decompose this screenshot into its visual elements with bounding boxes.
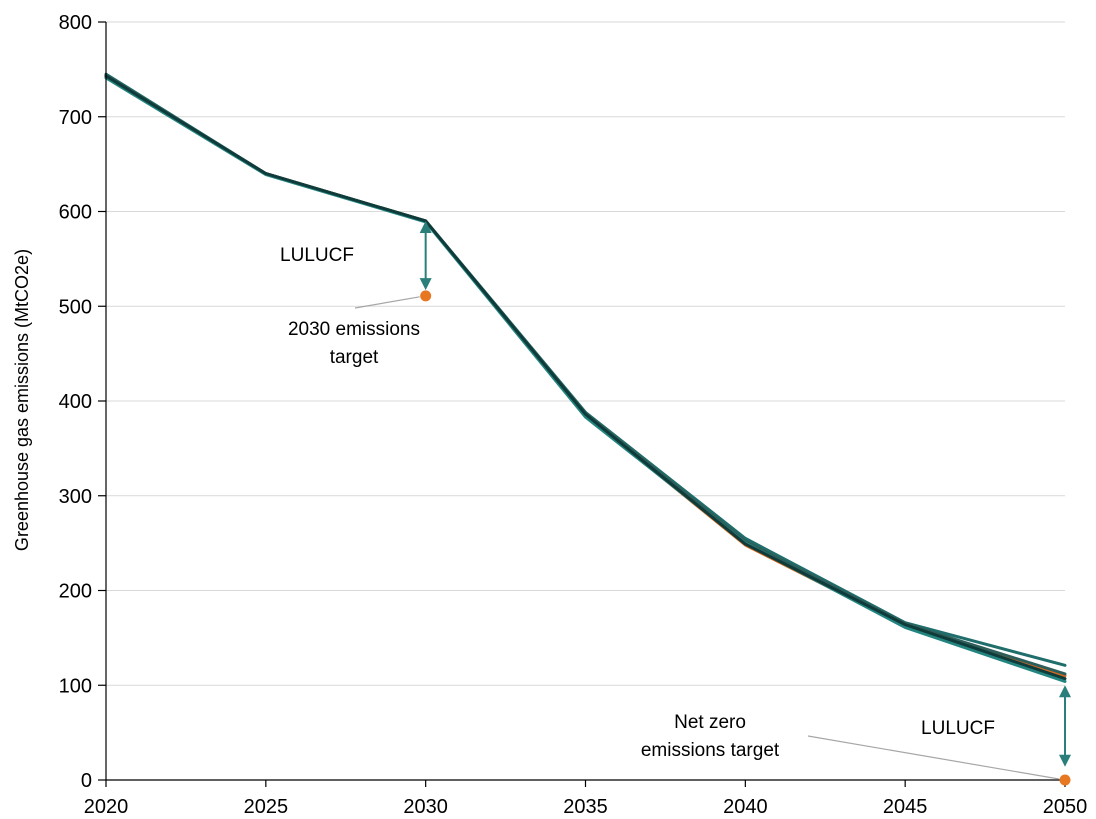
- series-line-5: [104, 74, 1067, 681]
- y-axis-title: Greenhouse gas emissions (MtCO2e): [12, 249, 32, 551]
- y-tick-label-200: 200: [59, 581, 92, 603]
- y-tick-label-300: 300: [59, 486, 92, 508]
- target-2050-label-line1: Net zero: [674, 712, 746, 733]
- y-tick-label-800: 800: [59, 12, 92, 34]
- series-line-2: [104, 75, 1067, 678]
- lulucf-arrow-head-up-1: [419, 220, 432, 233]
- target-point-2030: [420, 290, 432, 302]
- series-lines: [104, 72, 1067, 683]
- target-point-2050: [1059, 774, 1071, 786]
- annotations: LULUCF 2030 emissions target LULUCF Net …: [280, 245, 1060, 780]
- lulucf-2050-label: LULUCF: [921, 718, 995, 739]
- target-2050-label-line2: emissions target: [641, 740, 780, 761]
- target-2030-label-line1: 2030 emissions: [288, 319, 420, 340]
- y-tick-label-600: 600: [59, 202, 92, 224]
- lulucf-arrow-head-down-2: [1059, 754, 1071, 767]
- gridlines: [106, 21, 1065, 686]
- lulucf-arrows: [419, 220, 1071, 767]
- x-tick-label-2030: 2030: [403, 796, 448, 818]
- lulucf-arrow-head-up-2: [1059, 685, 1071, 698]
- y-tick-label-100: 100: [59, 675, 92, 697]
- x-tick-label-2040: 2040: [723, 796, 768, 818]
- y-tick-label-700: 700: [59, 107, 92, 129]
- tick-labels: 0 100 200 300 400 500 600 700 800 2020 2025 2030 203…: [59, 12, 1088, 818]
- lulucf-2030-label: LULUCF: [280, 245, 354, 266]
- y-tick-label-400: 400: [59, 391, 92, 413]
- target-points: [420, 290, 1071, 786]
- x-tick-label-2035: 2035: [563, 796, 608, 818]
- x-tick-label-2045: 2045: [883, 796, 928, 818]
- x-tick-label-2050: 2050: [1043, 796, 1088, 818]
- lulucf-arrow-head-down-1: [419, 278, 432, 291]
- y-tick-label-500: 500: [59, 296, 92, 318]
- x-tick-label-2020: 2020: [84, 796, 129, 818]
- target-2030-leader-line: [354, 296, 420, 309]
- target-2030-label-line2: target: [330, 347, 379, 368]
- x-tick-label-2025: 2025: [244, 796, 289, 818]
- target-2050-leader-line: [807, 735, 1060, 780]
- y-tick-label-0: 0: [81, 770, 92, 792]
